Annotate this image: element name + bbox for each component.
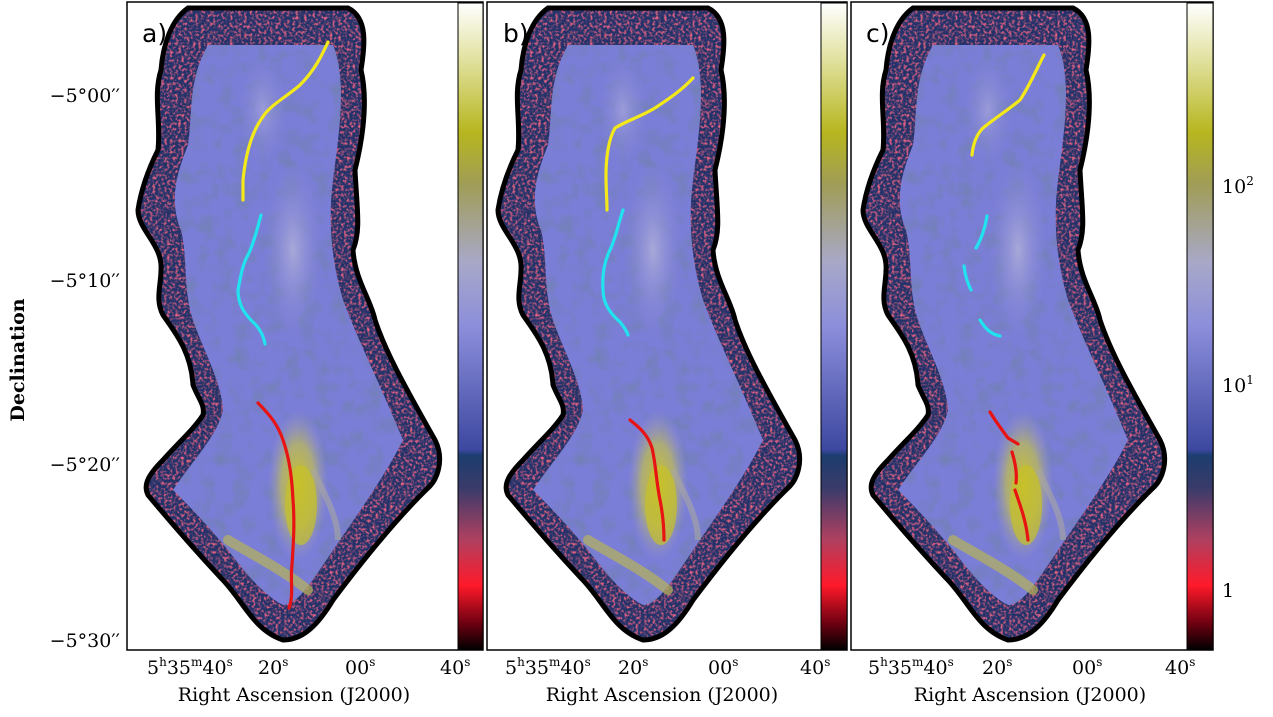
ra-tick-label: 5h35m40s bbox=[147, 655, 233, 679]
filament-south-3 bbox=[1013, 488, 1030, 542]
y-axis-label: Declination bbox=[7, 298, 29, 421]
ra-tick-label: 00s bbox=[708, 655, 738, 679]
filament-middle bbox=[236, 213, 267, 346]
filament-south bbox=[256, 401, 296, 610]
ra-tick-label: 40s bbox=[800, 655, 830, 679]
dec-tick-label: −5°30′′ bbox=[50, 630, 120, 652]
filament-south bbox=[628, 418, 666, 542]
filament-middle bbox=[601, 208, 630, 337]
ra-tick-label: 40s bbox=[1165, 655, 1195, 679]
ra-tick-label: 5h35m40s bbox=[505, 655, 591, 679]
ra-tick-label: 20s bbox=[258, 655, 288, 679]
ra-ticks-b: 5h35m40s 20s 00s 40s bbox=[505, 655, 830, 679]
dec-tick-label: −5°00′′ bbox=[50, 85, 120, 107]
filament-north bbox=[241, 40, 330, 202]
dec-tick-label: −5°20′′ bbox=[50, 454, 120, 476]
ra-tick-label: 20s bbox=[982, 655, 1012, 679]
filament-middle-3 bbox=[978, 318, 1002, 338]
x-axis-label-b: Right Ascension (J2000) bbox=[546, 684, 778, 706]
panel-a-filaments bbox=[236, 40, 330, 610]
colorbar-tick-labels: 102 101 1 bbox=[1222, 174, 1254, 602]
filament-north bbox=[604, 76, 695, 212]
colorbar-a bbox=[457, 2, 484, 651]
panel-a-label: a) bbox=[142, 19, 167, 48]
ra-tick-label: 5h35m40s bbox=[868, 655, 954, 679]
ra-tick-label: 20s bbox=[618, 655, 648, 679]
filament-north bbox=[970, 53, 1046, 157]
ra-tick-label: 00s bbox=[345, 655, 375, 679]
x-axis-label-c: Right Ascension (J2000) bbox=[914, 684, 1146, 706]
panel-c-filaments bbox=[962, 53, 1046, 542]
ra-ticks-c: 5h35m40s 20s 00s 40s bbox=[868, 655, 1195, 679]
filament-south-1 bbox=[988, 410, 1020, 446]
panel-b-label: b) bbox=[503, 19, 529, 48]
panel-c-label: c) bbox=[866, 19, 890, 48]
filament-middle-1 bbox=[974, 214, 989, 250]
panel-c-map bbox=[863, 8, 1165, 640]
ra-tick-label: 40s bbox=[440, 655, 470, 679]
colorbar-tick-100: 102 bbox=[1222, 174, 1254, 198]
panel-b-map bbox=[498, 8, 800, 640]
colorbar-tick-1: 1 bbox=[1222, 580, 1234, 602]
ra-tick-label: 00s bbox=[1072, 655, 1102, 679]
filament-south-2 bbox=[1010, 450, 1018, 485]
panel-a-map bbox=[138, 8, 440, 640]
dec-tick-label: −5°10′′ bbox=[50, 270, 120, 292]
filament-middle-2 bbox=[962, 264, 973, 292]
x-axis-label-a: Right Ascension (J2000) bbox=[178, 684, 410, 706]
colorbar-c bbox=[1186, 2, 1214, 651]
ra-ticks-a: 5h35m40s 20s 00s 40s bbox=[147, 655, 470, 679]
colorbar-tick-10: 101 bbox=[1222, 373, 1254, 397]
colorbar-b bbox=[820, 2, 848, 651]
panel-b-filaments bbox=[601, 76, 695, 542]
